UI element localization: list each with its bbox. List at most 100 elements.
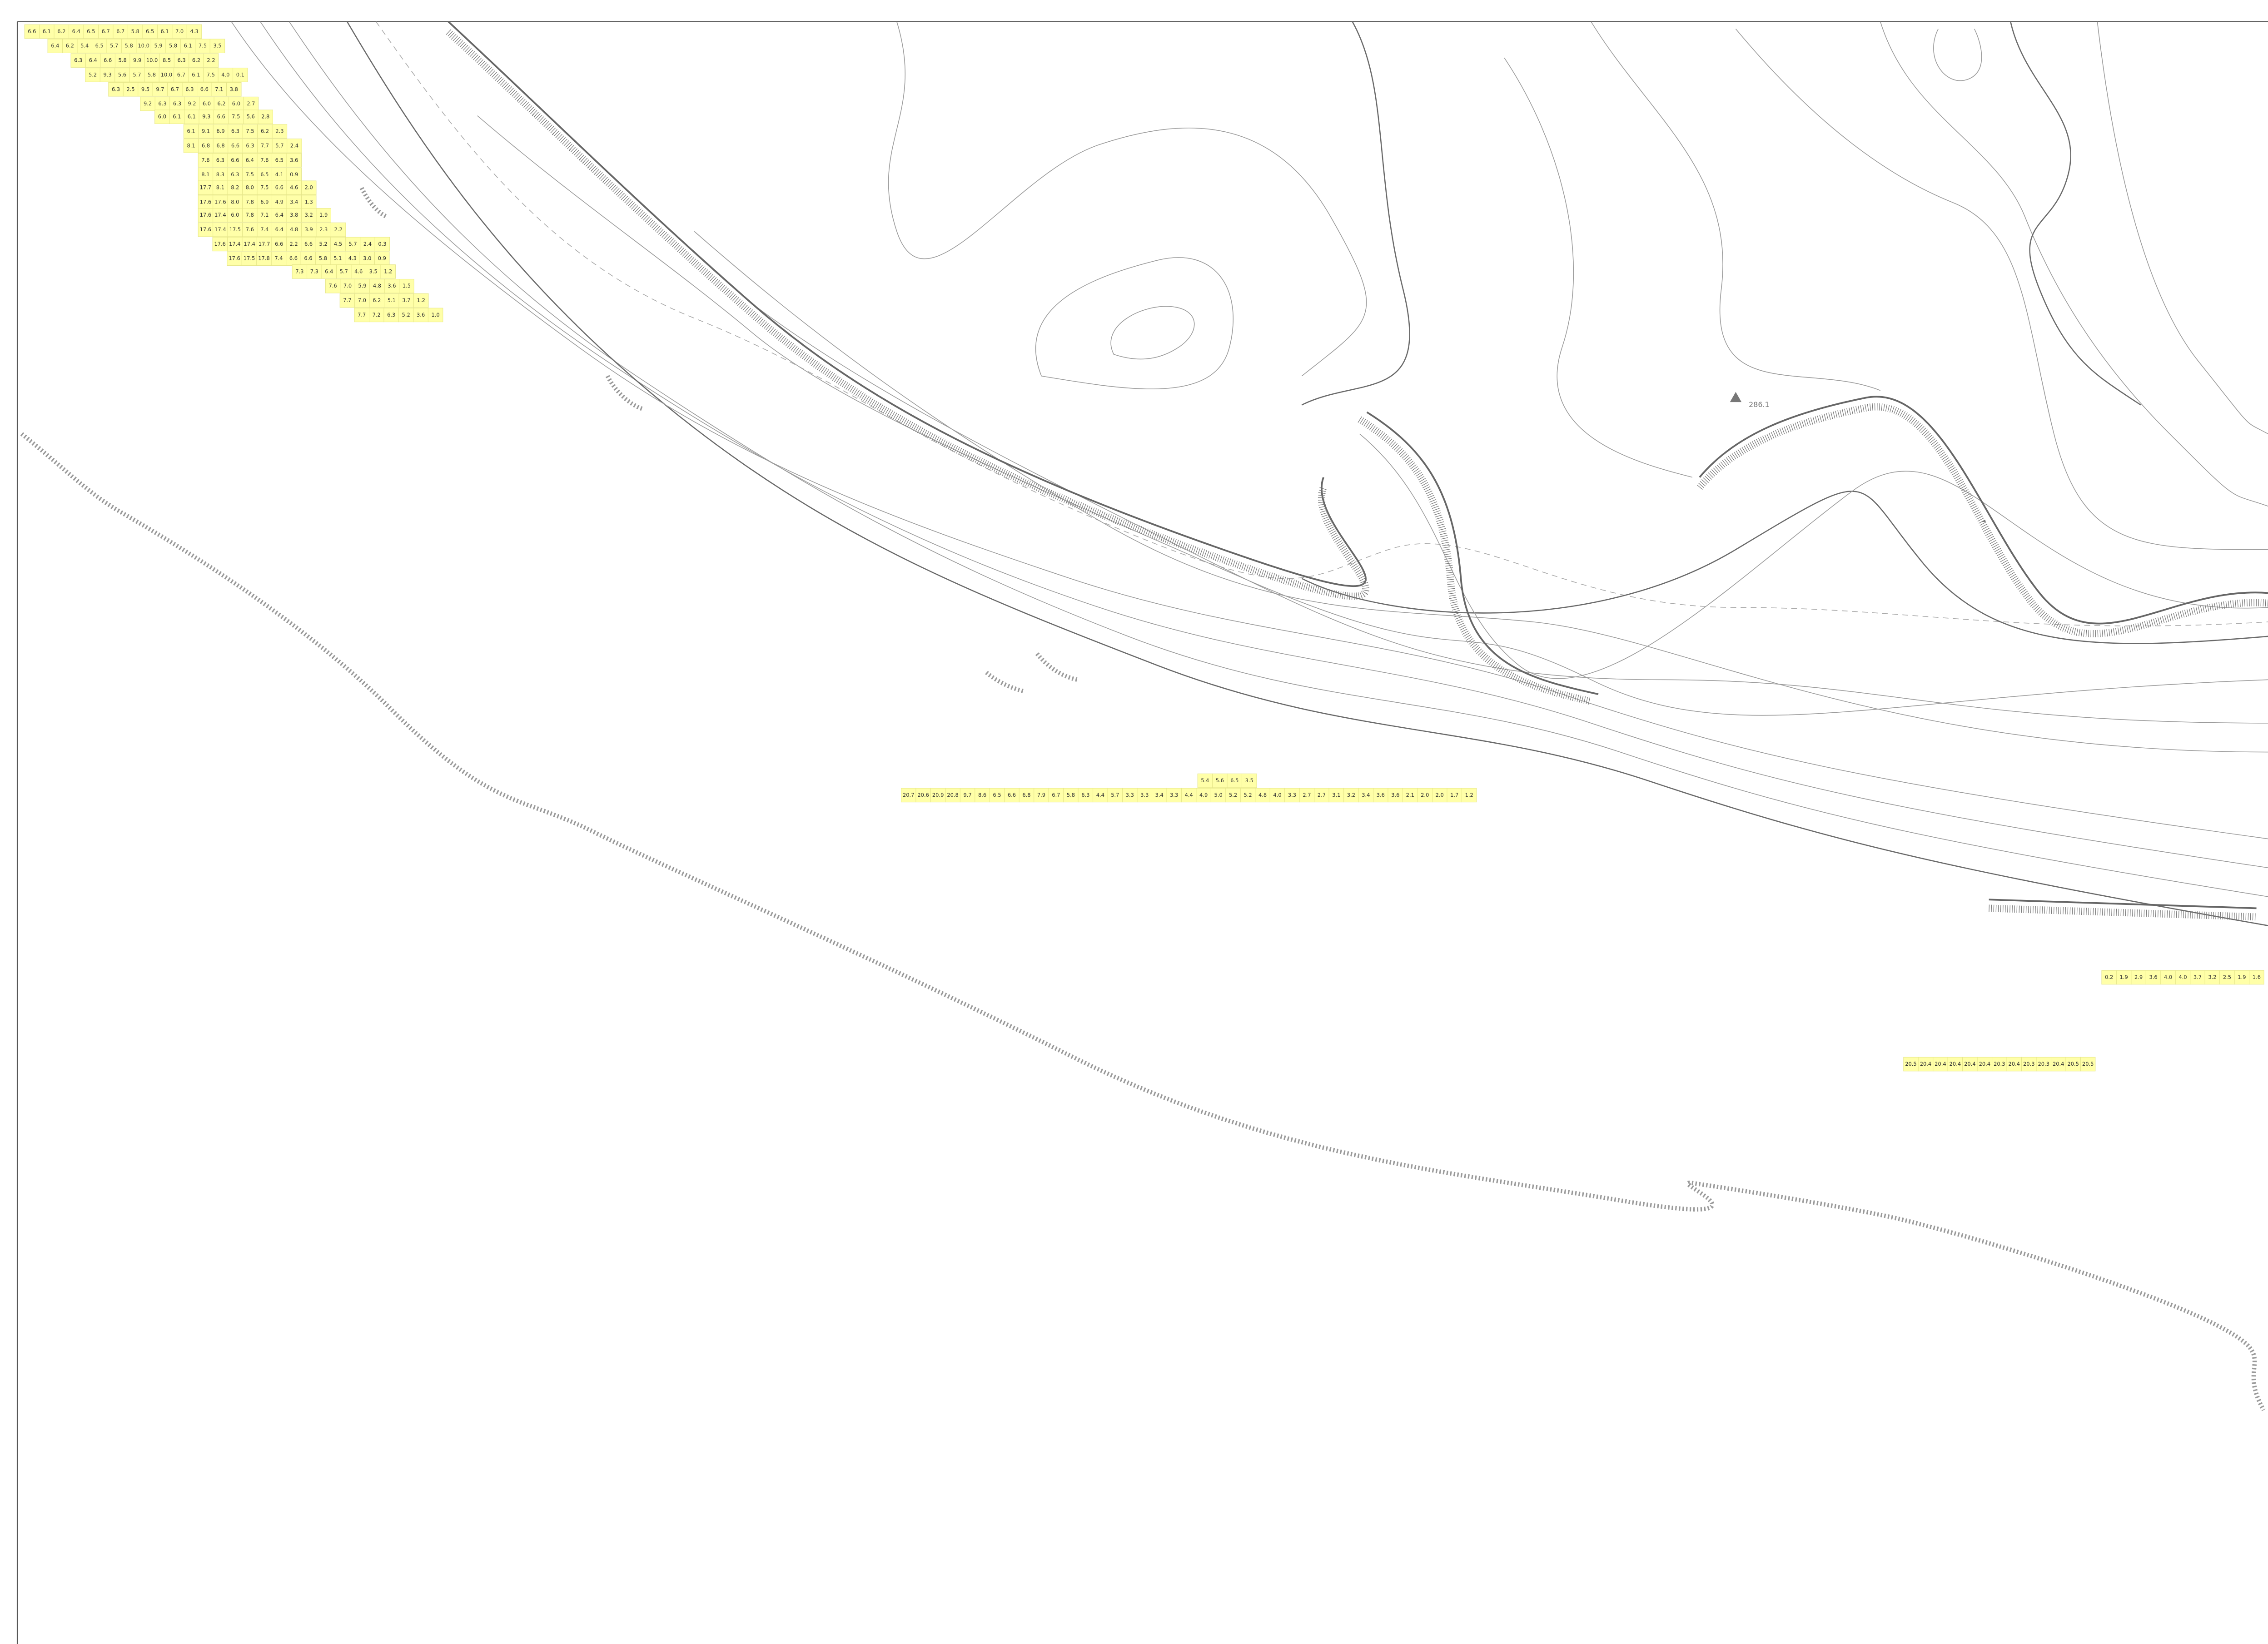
grid-cell (2051, 1057, 2066, 1072)
grid-cell (198, 195, 214, 209)
cell-value: 6.4 (246, 157, 254, 163)
cell-value: 6.5 (260, 171, 269, 178)
cell-value: 6.4 (51, 43, 59, 49)
grid-cell (77, 39, 92, 54)
cell-value: 2.0 (305, 184, 313, 191)
cell-value: 6.5 (1230, 777, 1238, 784)
grid-cell (1992, 1057, 2007, 1072)
grid-cell (241, 251, 257, 266)
cell-value: 3.6 (417, 312, 425, 318)
cell-value: 1.7 (1450, 792, 1458, 798)
cell-value: 6.9 (216, 128, 224, 134)
cell-value: 4.3 (348, 255, 357, 262)
cell-value: 5.6 (1216, 777, 1224, 784)
grid-cell (195, 39, 210, 54)
grid-cell (186, 24, 202, 39)
grid-cell (24, 24, 40, 39)
cell-value: 7.9 (1037, 792, 1045, 798)
grid-cell (227, 208, 243, 223)
grid-cell (1122, 788, 1138, 803)
cell-value: 5.7 (340, 268, 348, 274)
grid-cell (47, 39, 63, 54)
grid-cell (197, 82, 212, 97)
grid-cell (174, 53, 189, 68)
grid-cell (271, 237, 287, 252)
cell-value: 7.0 (175, 28, 184, 35)
cell-value: 0.3 (378, 241, 386, 247)
cell-value: 5.8 (148, 71, 156, 78)
cell-value: 6.0 (232, 100, 240, 107)
cell-value: 20.4 (1950, 1061, 1961, 1067)
grid-cell (227, 237, 243, 252)
cell-value: 5.7 (348, 241, 357, 247)
grid-cell (975, 788, 990, 803)
cell-value: 5.8 (131, 28, 139, 35)
grid-cell (316, 222, 331, 237)
grid-cell (1461, 788, 1477, 803)
cell-value: 0.2 (2105, 974, 2113, 980)
grid-cell (256, 251, 272, 266)
cell-value: 10.0 (146, 57, 158, 64)
grid-cell (345, 237, 361, 252)
cell-value: 1.9 (2238, 974, 2246, 980)
cell-value: 6.3 (231, 128, 239, 134)
cell-value: 6.4 (72, 28, 80, 35)
grid-cell (360, 237, 375, 252)
grid-cell (315, 251, 331, 266)
grid-cell (272, 180, 287, 195)
grid-cell (242, 153, 258, 168)
grid-cell (1093, 788, 1108, 803)
grid-cell (62, 39, 78, 54)
cell-value: 20.4 (2053, 1061, 2064, 1067)
cell-value: 6.7 (171, 86, 179, 92)
grid-cell (152, 82, 168, 97)
cell-value: 17.6 (200, 212, 212, 218)
cell-value: 7.4 (274, 255, 283, 262)
cell-value: 5.9 (154, 43, 163, 49)
cell-value: 7.0 (343, 283, 352, 289)
cell-value: 3.8 (290, 212, 298, 218)
cell-value: 7.7 (261, 142, 269, 149)
grid-cell (198, 180, 214, 195)
grid-cell (1255, 788, 1270, 803)
grid-cell (108, 82, 124, 97)
cell-value: 6.3 (177, 57, 185, 64)
cell-value: 6.2 (261, 128, 269, 134)
cell-value: 6.3 (231, 171, 239, 178)
grid-cell (1240, 788, 1256, 803)
cell-value: 5.2 (402, 312, 410, 318)
cell-value: 6.3 (158, 100, 166, 107)
grid-cell (1225, 788, 1241, 803)
cell-value: 17.6 (229, 255, 240, 262)
cell-value: 17.6 (214, 241, 226, 247)
cell-value: 5.2 (319, 241, 327, 247)
cell-value: 20.7 (903, 792, 915, 798)
cell-value: 2.8 (261, 114, 269, 120)
grid-cell (272, 139, 288, 153)
grid-cell (106, 39, 122, 54)
grid-cell (330, 237, 346, 252)
grid-cell (354, 278, 370, 293)
grid-cell (257, 139, 273, 153)
cell-value: 6.6 (275, 241, 283, 247)
grid-cell (2219, 970, 2235, 985)
cell-value: 20.4 (1979, 1061, 1991, 1067)
cell-value: 6.4 (89, 57, 97, 64)
grid-cell (2249, 970, 2264, 985)
cell-value: 2.4 (363, 241, 372, 247)
grid-cell (286, 180, 302, 195)
cell-value: 6.7 (116, 28, 124, 35)
cell-value: 0.1 (236, 71, 244, 78)
cell-value: 9.7 (963, 792, 971, 798)
grid-cell (1918, 1057, 1934, 1072)
grid-cell (2160, 970, 2176, 985)
grid-cell (203, 53, 219, 68)
cell-value: 2.1 (1406, 792, 1414, 798)
cell-value: 17.7 (259, 241, 270, 247)
cell-value: 6.5 (95, 43, 104, 49)
cell-value: 17.5 (244, 255, 255, 262)
cell-value: 6.4 (275, 212, 284, 218)
cell-value: 5.6 (118, 71, 126, 78)
grid-cell (380, 264, 396, 279)
